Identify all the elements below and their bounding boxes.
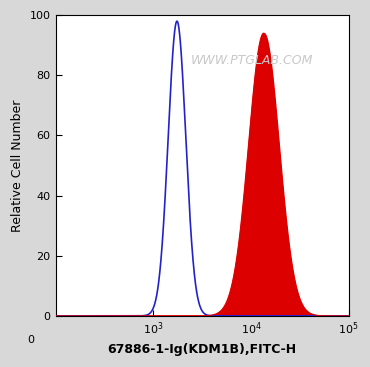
Text: 0: 0 <box>27 335 34 345</box>
Y-axis label: Relative Cell Number: Relative Cell Number <box>11 99 24 232</box>
Text: WWW.PTGLAB.COM: WWW.PTGLAB.COM <box>191 54 313 67</box>
X-axis label: 67886-1-Ig(KDM1B),FITC-H: 67886-1-Ig(KDM1B),FITC-H <box>108 343 297 356</box>
